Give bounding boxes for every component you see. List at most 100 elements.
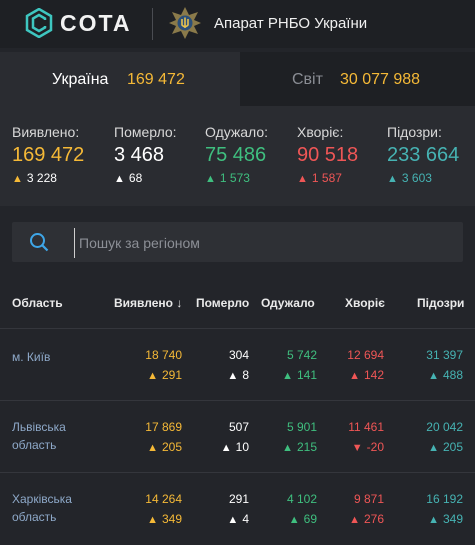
logo-text[interactable]: COTA — [60, 10, 132, 36]
arrow-up-icon: ▲ — [220, 442, 232, 454]
arrow-up-icon: ▲ — [288, 514, 300, 526]
stat-label: Померло: — [114, 124, 177, 140]
deaths-value: 304 — [228, 348, 249, 362]
suspected-delta: 488 — [442, 368, 463, 382]
suspected-delta: 349 — [442, 512, 463, 526]
arrow-up-icon: ▲ — [282, 442, 293, 454]
table-row[interactable]: Харківська область 14 264 ▲ 349 291 ▲ 4 4 … — [0, 472, 475, 545]
rnbo-emblem-icon — [169, 7, 201, 39]
col-region[interactable]: Область — [12, 296, 63, 310]
confirmed-delta: 291 — [161, 368, 182, 382]
tab-ukraine-label: Україна — [52, 71, 109, 88]
arrow-up-icon: ▲ — [428, 370, 439, 382]
col-suspected[interactable]: Підозри — [417, 296, 465, 310]
stat-suspected: Підозри: 233 664 ▲ 3 603 — [387, 124, 459, 185]
tab-world-label: Світ — [292, 71, 323, 88]
arrow-up-icon: ▲ — [205, 173, 216, 185]
deaths-delta: 8 — [242, 368, 249, 382]
stat-value: 75 486 — [205, 144, 267, 166]
search-box — [12, 222, 463, 262]
region-line: область — [12, 510, 57, 524]
scope-tabs: Україна 169 472 Світ 30 077 988 — [0, 52, 475, 106]
col-confirmed-label: Виявлено — [114, 296, 173, 310]
deaths-value: 291 — [228, 492, 249, 506]
stat-value: 233 664 — [387, 144, 460, 166]
stats-panel: Виявлено: 169 472 ▲ 3 228 Померло: 3 468 … — [0, 106, 475, 206]
recovered-value: 5 901 — [286, 420, 317, 434]
confirmed-value: 18 740 — [145, 348, 182, 362]
arrow-up-icon: ▲ — [349, 370, 360, 382]
tab-world-value: 30 077 988 — [340, 71, 421, 88]
sick-delta: 142 — [363, 368, 384, 382]
region-name: м. Київ — [12, 348, 50, 366]
recovered-delta: 141 — [296, 368, 317, 382]
deaths-value: 507 — [228, 420, 249, 434]
deaths-delta: 10 — [235, 440, 249, 454]
tab-ukraine[interactable]: Україна 169 472 — [0, 52, 240, 106]
region-line: м. Київ — [12, 350, 51, 364]
sick-value: 12 694 — [347, 348, 384, 362]
recovered-delta: 69 — [303, 512, 317, 526]
table-row[interactable]: Львівська область 17 869 ▲ 205 507 ▲ 10 5 … — [0, 400, 475, 473]
header-divider — [152, 8, 153, 40]
suspected-value: 16 192 — [426, 492, 463, 506]
cota-logo-icon[interactable] — [24, 8, 54, 38]
region-line: область — [12, 438, 57, 452]
stat-label: Хворіє: — [297, 124, 344, 140]
sort-arrow-icon: ↓ — [176, 296, 183, 310]
suspected-value: 20 042 — [426, 420, 463, 434]
confirmed-delta: 205 — [161, 440, 182, 454]
stat-delta: 1 587 — [311, 171, 342, 185]
stat-sick: Хворіє: 90 518 ▲ 1 587 — [297, 124, 358, 185]
col-recovered[interactable]: Одужало — [261, 296, 315, 310]
suspected-value: 31 397 — [426, 348, 463, 362]
suspected-delta: 205 — [442, 440, 463, 454]
col-deaths[interactable]: Померло — [196, 296, 250, 310]
stat-value: 90 518 — [297, 144, 359, 166]
region-name: Львівська область — [12, 418, 66, 454]
stat-label: Підозри: — [387, 124, 442, 140]
tab-world[interactable]: Світ 30 077 988 — [240, 52, 475, 106]
stat-delta: 3 228 — [26, 171, 57, 185]
region-name: Харківська область — [12, 490, 72, 526]
col-sick[interactable]: Хворіє — [345, 296, 385, 310]
arrow-up-icon: ▲ — [147, 370, 158, 382]
recovered-value: 4 102 — [286, 492, 317, 506]
table-header: Область Виявлено ↓ Померло Одужало Хворі… — [0, 282, 475, 326]
arrow-up-icon: ▲ — [227, 514, 239, 526]
arrow-up-icon: ▲ — [349, 514, 360, 526]
col-confirmed[interactable]: Виявлено ↓ — [114, 296, 182, 310]
arrow-up-icon: ▲ — [428, 442, 439, 454]
arrow-up-icon: ▲ — [12, 173, 23, 185]
arrow-up-icon: ▲ — [114, 173, 125, 185]
stat-delta: 1 573 — [219, 171, 250, 185]
search-input[interactable] — [74, 228, 451, 258]
deaths-delta: 4 — [242, 512, 249, 526]
org-name: Апарат РНБО України — [214, 15, 368, 32]
stat-value: 3 468 — [114, 144, 165, 166]
stat-label: Одужало: — [205, 124, 269, 140]
arrow-up-icon: ▲ — [428, 514, 439, 526]
region-line: Львівська — [12, 420, 66, 434]
stat-label: Виявлено: — [12, 124, 80, 140]
table-row[interactable]: м. Київ 18 740 ▲ 291 304 ▲ 8 5 742 ▲ 141 12… — [0, 328, 475, 401]
stat-delta: 3 603 — [401, 171, 432, 185]
recovered-value: 5 742 — [286, 348, 317, 362]
recovered-delta: 215 — [296, 440, 317, 454]
confirmed-value: 14 264 — [145, 492, 182, 506]
sick-delta: -20 — [366, 440, 384, 454]
confirmed-delta: 349 — [161, 512, 182, 526]
region-line: Харківська — [12, 492, 72, 506]
stat-deaths: Померло: 3 468 ▲ 68 — [114, 124, 177, 185]
arrow-down-icon: ▼ — [351, 442, 363, 454]
arrow-up-icon: ▲ — [147, 514, 158, 526]
stat-recovered: Одужало: 75 486 ▲ 1 573 — [205, 124, 268, 185]
arrow-up-icon: ▲ — [387, 173, 398, 185]
app-header: COTA Апарат РНБО України — [0, 0, 475, 48]
confirmed-value: 17 869 — [145, 420, 182, 434]
sick-value: 11 461 — [348, 420, 384, 434]
sick-value: 9 871 — [353, 492, 384, 506]
search-icon[interactable] — [29, 232, 49, 252]
arrow-up-icon: ▲ — [147, 442, 158, 454]
arrow-up-icon: ▲ — [282, 370, 293, 382]
